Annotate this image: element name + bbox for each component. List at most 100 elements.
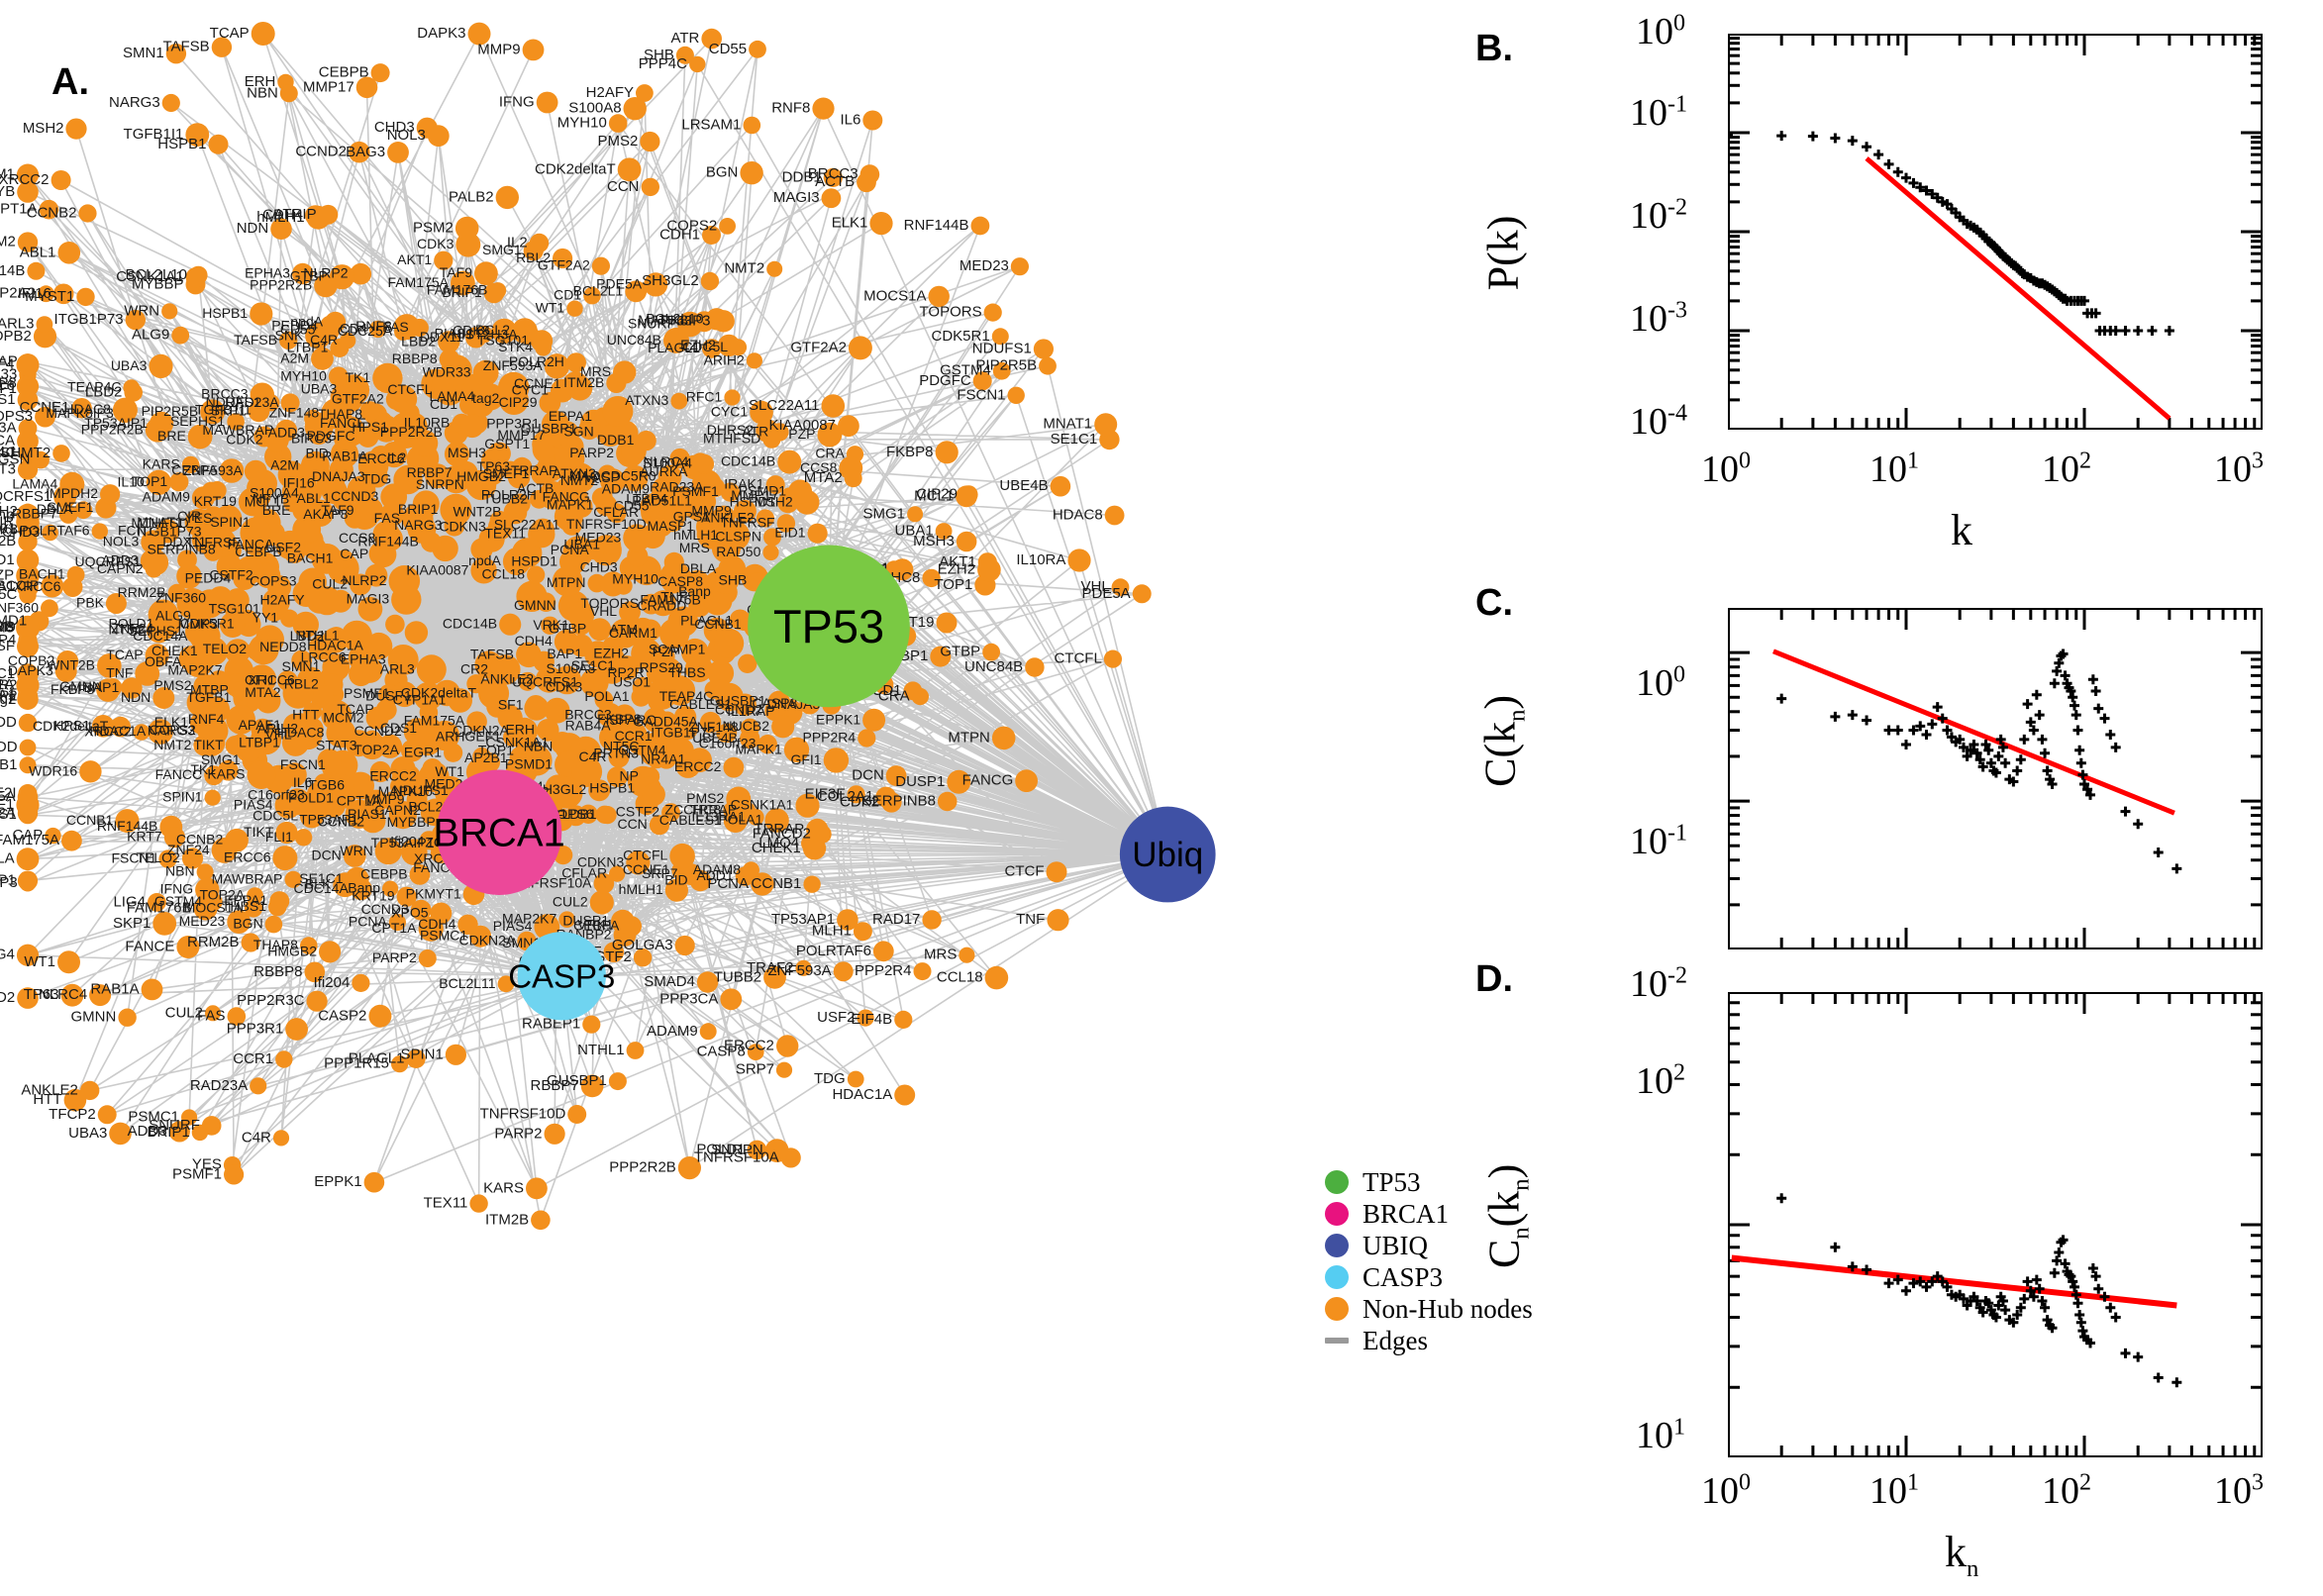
network-node[interactable] xyxy=(823,167,843,187)
network-node[interactable] xyxy=(640,131,660,152)
network-node[interactable] xyxy=(527,565,546,584)
network-node[interactable] xyxy=(306,990,328,1012)
network-node[interactable] xyxy=(764,808,789,833)
network-node[interactable] xyxy=(121,677,143,699)
network-node[interactable] xyxy=(19,503,37,520)
network-node[interactable] xyxy=(1007,386,1025,404)
network-node[interactable] xyxy=(280,393,300,413)
network-node[interactable] xyxy=(244,899,263,918)
network-node[interactable] xyxy=(39,199,59,220)
network-node[interactable] xyxy=(184,508,213,537)
network-node[interactable] xyxy=(292,262,314,285)
network-node[interactable] xyxy=(858,729,876,748)
network-node[interactable] xyxy=(894,1010,913,1029)
network-node[interactable] xyxy=(689,55,706,73)
network-node[interactable] xyxy=(385,614,405,635)
network-node[interactable] xyxy=(469,1194,488,1213)
network-node[interactable] xyxy=(705,477,726,498)
network-node[interactable] xyxy=(18,379,38,398)
network-node[interactable] xyxy=(191,486,215,510)
network-node[interactable] xyxy=(526,1177,548,1200)
network-node[interactable] xyxy=(1103,649,1122,668)
network-node[interactable] xyxy=(566,352,586,373)
network-node[interactable] xyxy=(244,459,267,483)
network-node[interactable] xyxy=(571,756,603,787)
network-node[interactable] xyxy=(300,450,330,480)
network-node[interactable] xyxy=(178,646,205,671)
network-node[interactable] xyxy=(881,792,902,813)
network-node[interactable] xyxy=(306,499,334,527)
network-node[interactable] xyxy=(167,583,186,603)
network-node[interactable] xyxy=(600,468,626,494)
network-node[interactable] xyxy=(491,318,517,345)
network-node[interactable] xyxy=(922,910,942,930)
network-node[interactable] xyxy=(667,606,699,638)
network-node[interactable] xyxy=(195,877,220,902)
network-node[interactable] xyxy=(17,459,39,480)
network-node[interactable] xyxy=(509,493,531,515)
network-node[interactable] xyxy=(641,177,659,197)
network-node[interactable] xyxy=(261,588,290,617)
network-node[interactable] xyxy=(197,723,215,741)
network-node[interactable] xyxy=(750,400,773,425)
network-node[interactable] xyxy=(762,544,779,561)
network-node[interactable] xyxy=(956,485,977,508)
network-node[interactable] xyxy=(444,442,470,467)
network-node[interactable] xyxy=(780,1147,801,1168)
network-node[interactable] xyxy=(448,688,473,713)
network-node[interactable] xyxy=(231,734,251,753)
network-node[interactable] xyxy=(739,801,756,819)
network-node[interactable] xyxy=(16,848,40,871)
network-node[interactable] xyxy=(872,941,894,962)
network-node[interactable] xyxy=(891,558,914,581)
network-node[interactable] xyxy=(343,845,366,867)
network-node[interactable] xyxy=(17,987,39,1009)
network-node[interactable] xyxy=(430,902,453,925)
network-node[interactable] xyxy=(112,397,138,423)
network-node[interactable] xyxy=(321,477,348,505)
network-node[interactable] xyxy=(444,743,463,762)
network-node[interactable] xyxy=(679,863,702,885)
network-node[interactable] xyxy=(956,531,977,552)
network-node[interactable] xyxy=(91,523,109,540)
network-node[interactable] xyxy=(756,419,779,443)
network-node[interactable] xyxy=(224,1164,245,1185)
network-node[interactable] xyxy=(544,1123,565,1145)
network-node[interactable] xyxy=(758,735,777,754)
network-node[interactable] xyxy=(664,675,696,706)
network-node[interactable] xyxy=(366,812,386,832)
network-node[interactable] xyxy=(553,248,573,269)
network-node[interactable] xyxy=(1050,475,1071,497)
network-node[interactable] xyxy=(388,565,421,597)
network-node[interactable] xyxy=(459,414,484,439)
network-node[interactable] xyxy=(802,837,827,860)
network-node[interactable] xyxy=(105,593,127,614)
network-node[interactable] xyxy=(269,891,290,912)
network-node[interactable] xyxy=(241,933,260,952)
network-node[interactable] xyxy=(833,961,854,982)
network-node[interactable] xyxy=(608,747,630,768)
network-node[interactable] xyxy=(466,711,487,732)
network-node[interactable] xyxy=(146,469,172,495)
network-node[interactable] xyxy=(483,282,505,304)
network-node[interactable] xyxy=(740,728,760,749)
network-node[interactable] xyxy=(292,611,319,639)
network-node[interactable] xyxy=(16,944,40,966)
network-node[interactable] xyxy=(720,988,743,1011)
network-node[interactable] xyxy=(467,22,491,46)
network-node[interactable] xyxy=(562,371,588,397)
network-node[interactable] xyxy=(622,464,649,492)
network-node[interactable] xyxy=(862,110,883,131)
network-node[interactable] xyxy=(319,941,342,963)
network-node[interactable] xyxy=(149,353,173,378)
network-node[interactable] xyxy=(723,756,745,778)
network-node[interactable] xyxy=(567,601,595,629)
network-node[interactable] xyxy=(907,506,924,523)
network-node[interactable] xyxy=(349,141,370,163)
network-node[interactable] xyxy=(318,204,339,225)
network-node[interactable] xyxy=(844,469,862,488)
network-node[interactable] xyxy=(368,1004,392,1028)
network-node[interactable] xyxy=(225,639,251,664)
network-node[interactable] xyxy=(499,613,522,636)
network-node[interactable] xyxy=(372,521,400,549)
